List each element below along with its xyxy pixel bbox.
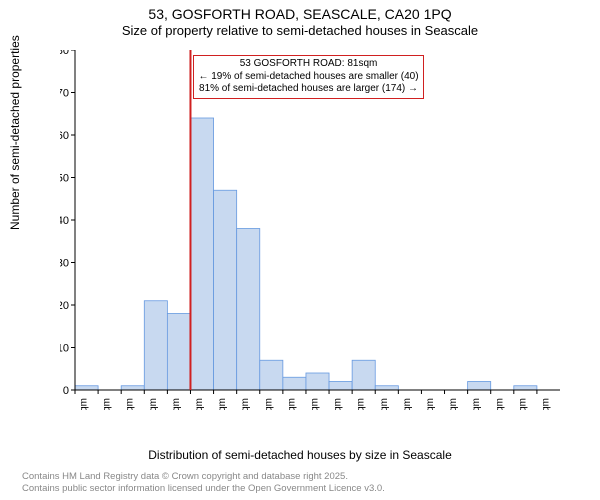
svg-text:258sqm: 258sqm bbox=[448, 398, 459, 410]
histogram-bar bbox=[352, 360, 375, 390]
svg-text:274sqm: 274sqm bbox=[471, 398, 482, 410]
callout-line2: ← 19% of semi-detached houses are smalle… bbox=[198, 71, 418, 84]
histogram-bar bbox=[306, 373, 329, 390]
marker-callout: 53 GOSFORTH ROAD: 81sqm ← 19% of semi-de… bbox=[193, 55, 423, 99]
chart-container: 53, GOSFORTH ROAD, SEASCALE, CA20 1PQ Si… bbox=[0, 0, 600, 500]
svg-text:60: 60 bbox=[60, 130, 69, 142]
svg-text:40: 40 bbox=[60, 215, 69, 227]
svg-text:16sqm: 16sqm bbox=[102, 398, 113, 410]
histogram-bar bbox=[329, 382, 352, 391]
svg-text:242sqm: 242sqm bbox=[425, 398, 436, 410]
svg-text:0sqm: 0sqm bbox=[79, 398, 90, 410]
histogram-bar bbox=[514, 386, 537, 390]
svg-text:209sqm: 209sqm bbox=[379, 398, 390, 410]
svg-text:97sqm: 97sqm bbox=[217, 398, 228, 410]
svg-text:129sqm: 129sqm bbox=[263, 398, 274, 410]
x-axis-label: Distribution of semi-detached houses by … bbox=[0, 448, 600, 462]
svg-text:0: 0 bbox=[63, 385, 69, 397]
histogram-bar bbox=[468, 382, 491, 391]
histogram-bar bbox=[260, 360, 283, 390]
histogram-bar bbox=[283, 377, 306, 390]
svg-text:50: 50 bbox=[60, 173, 69, 185]
svg-text:81sqm: 81sqm bbox=[194, 398, 205, 410]
svg-text:32sqm: 32sqm bbox=[125, 398, 136, 410]
svg-text:193sqm: 193sqm bbox=[356, 398, 367, 410]
footer-line2: Contains public sector information licen… bbox=[22, 483, 385, 494]
svg-text:290sqm: 290sqm bbox=[494, 398, 505, 410]
svg-text:322sqm: 322sqm bbox=[540, 398, 551, 410]
histogram-bar bbox=[237, 229, 260, 391]
callout-line1: 53 GOSFORTH ROAD: 81sqm bbox=[198, 58, 418, 71]
y-axis-label: Number of semi-detached properties bbox=[8, 35, 22, 230]
footer: Contains HM Land Registry data © Crown c… bbox=[22, 471, 385, 494]
svg-text:161sqm: 161sqm bbox=[310, 398, 321, 410]
svg-text:20: 20 bbox=[60, 300, 69, 312]
svg-text:306sqm: 306sqm bbox=[517, 398, 528, 410]
histogram-bar bbox=[190, 118, 213, 390]
svg-text:10: 10 bbox=[60, 343, 69, 355]
svg-text:113sqm: 113sqm bbox=[240, 398, 251, 410]
svg-text:48sqm: 48sqm bbox=[148, 398, 159, 410]
histogram-bar bbox=[375, 386, 398, 390]
callout-line3: 81% of semi-detached houses are larger (… bbox=[198, 83, 418, 96]
svg-text:177sqm: 177sqm bbox=[333, 398, 344, 410]
histogram-bar bbox=[121, 386, 144, 390]
title-block: 53, GOSFORTH ROAD, SEASCALE, CA20 1PQ Si… bbox=[0, 0, 600, 38]
histogram-bar bbox=[214, 190, 237, 390]
title-main: 53, GOSFORTH ROAD, SEASCALE, CA20 1PQ bbox=[0, 6, 600, 23]
svg-text:80: 80 bbox=[60, 50, 69, 57]
svg-text:145sqm: 145sqm bbox=[286, 398, 297, 410]
title-sub: Size of property relative to semi-detach… bbox=[0, 23, 600, 39]
svg-text:64sqm: 64sqm bbox=[171, 398, 182, 410]
histogram-bar bbox=[167, 314, 190, 391]
histogram-bar bbox=[75, 386, 98, 390]
histogram-bar bbox=[144, 301, 167, 390]
plot-area: 0 10 20 30 40 50 60 70 80 0sqm 16sqm 32sqm 48sqm 64s… bbox=[60, 50, 560, 410]
footer-line1: Contains HM Land Registry data © Crown c… bbox=[22, 471, 385, 482]
svg-text:70: 70 bbox=[60, 88, 69, 100]
svg-text:225sqm: 225sqm bbox=[402, 398, 413, 410]
svg-text:30: 30 bbox=[60, 258, 69, 270]
